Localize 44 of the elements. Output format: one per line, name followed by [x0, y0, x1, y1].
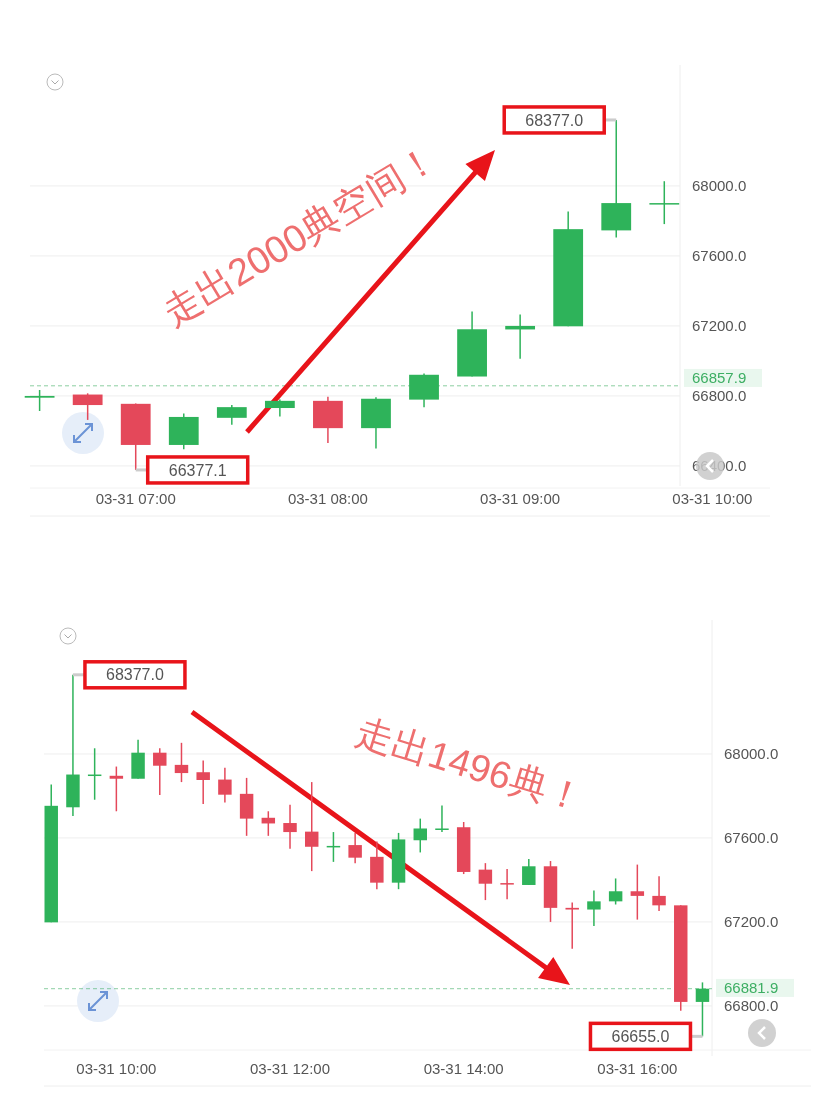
ref-line-label: 66881.9: [724, 979, 779, 997]
candlestick: [24, 389, 55, 412]
candlestick: [348, 832, 362, 864]
annotation: 走出1496典！: [350, 710, 590, 820]
candlestick: [649, 180, 680, 225]
candlestick: [565, 901, 579, 950]
candlestick: [305, 781, 319, 872]
candlestick: [196, 759, 210, 805]
x-tick-label: 03-31 10:00: [672, 490, 753, 507]
candlestick: [587, 889, 601, 927]
x-tick-label: 03-31 08:00: [287, 490, 368, 507]
candlestick: [608, 877, 623, 906]
y-tick-label: 68000.0: [692, 177, 747, 195]
candlestick: [174, 742, 189, 783]
y-tick-label: 66800.0: [692, 387, 747, 405]
candlestick: [522, 858, 536, 886]
candlestick: [435, 804, 449, 833]
ref-line-label: 66857.9: [692, 369, 747, 387]
candlestick: [283, 804, 297, 850]
x-tick-label: 03-31 12:00: [249, 1060, 331, 1077]
candlestick: [478, 862, 493, 901]
annotation: 66377.1: [168, 461, 227, 479]
x-tick-label: 03-31 14:00: [423, 1060, 504, 1077]
x-tick-label: 03-31 07:00: [95, 490, 176, 507]
y-tick-label: 67600.0: [692, 247, 747, 265]
candlestick: [153, 747, 167, 796]
y-tick-label: 67200.0: [692, 317, 747, 335]
y-tick-label: 67200.0: [724, 913, 779, 931]
candlestick: [500, 868, 514, 900]
annotation: 68377.0: [525, 111, 584, 129]
annotation: 66655.0: [611, 1027, 670, 1045]
x-tick-label: 03-31 10:00: [76, 1060, 157, 1077]
candlestick: [652, 875, 666, 912]
candlestick: [413, 817, 427, 854]
y-tick-label: 66800.0: [724, 997, 779, 1015]
annotation: 68377.0: [106, 666, 164, 684]
annotation: 走出2000典空间！: [155, 136, 445, 334]
y-tick-label: 68000.0: [724, 745, 779, 763]
candlestick: [630, 863, 645, 921]
candlestick: [109, 765, 124, 813]
y-tick-label: 67600.0: [724, 829, 779, 847]
x-tick-label: 03-31 09:00: [480, 490, 561, 507]
candlestick: [218, 767, 232, 804]
x-tick-label: 03-31 16:00: [597, 1060, 678, 1077]
